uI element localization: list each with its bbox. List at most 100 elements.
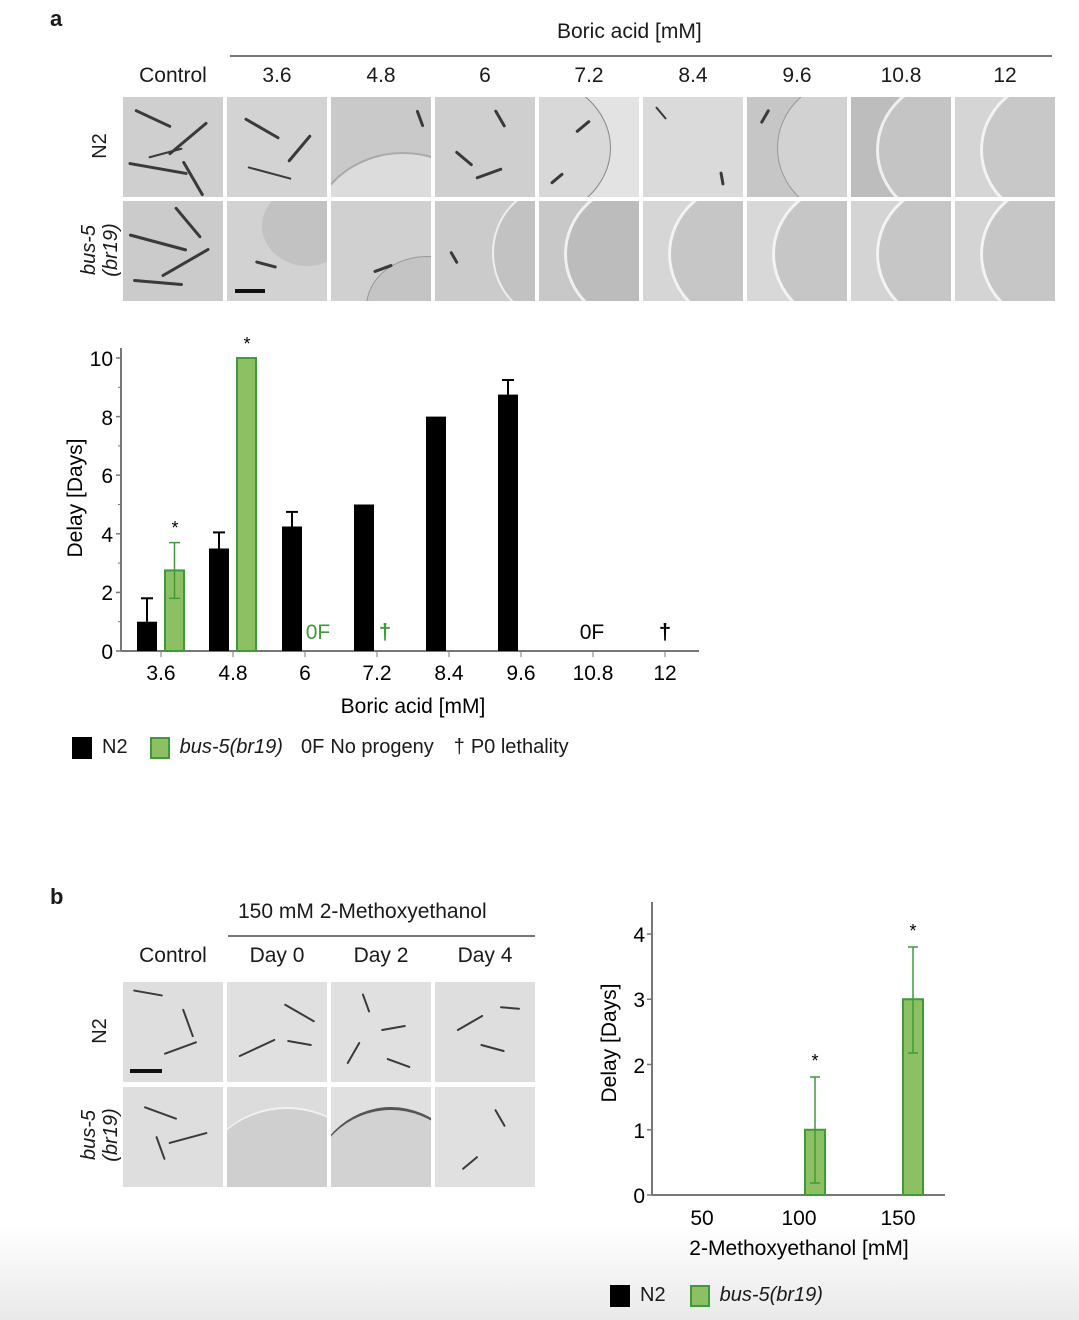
b-legend-label-bus5: bus-5(br19) [719, 1284, 823, 1306]
micrograph-n2-7.2 [539, 97, 639, 197]
micrograph-bus5-8.4 [643, 201, 743, 301]
b-x-tick-100: 100 [781, 1207, 816, 1230]
b-x-axis-label: 2-Methoxyethanol [mM] [689, 1237, 908, 1260]
b-legend-label-n2: N2 [640, 1284, 666, 1306]
b-micrograph-n2-day0 [227, 982, 327, 1082]
micrograph-bus5-7.2 [539, 201, 639, 301]
col-label-7.2: 7.2 [574, 64, 604, 87]
col-label-6: 6 [479, 64, 491, 87]
legend-dagger-text: P0 lethality [470, 736, 569, 758]
micrograph-bus5-9.6 [747, 201, 847, 301]
bar-bus5-4.8 [236, 357, 257, 652]
y-axis: 0 2 4 6 8 10 Delay [Days] [64, 348, 122, 664]
x-tick-6: 6 [299, 662, 311, 685]
b-col-label-control: Control [139, 944, 207, 967]
b-scale-bar [130, 1069, 162, 1073]
annotations: * * 0F † 0F † [171, 334, 671, 644]
legend-of-symbol: 0F [300, 736, 325, 758]
b-y-tick-1: 1 [633, 1120, 645, 1143]
b-micrograph-bus5-day2 [331, 1087, 431, 1187]
b-row-label-bus5-line1: bus-5 [78, 1109, 100, 1161]
lethality-marker-bus5-7.2: † [379, 619, 391, 644]
col-label-10.8: 10.8 [880, 64, 922, 87]
micrograph-bus5-6 [435, 201, 535, 301]
b-y-tick-3: 3 [633, 989, 645, 1012]
panel-b-header: 150 mM 2-Methoxyethanol [238, 900, 487, 923]
col-label-3.6: 3.6 [262, 64, 292, 87]
b-legend-swatch-n2 [610, 1284, 630, 1307]
x-axis-label: Boric acid [mM] [341, 695, 486, 718]
methoxyethanol-delay-chart: 0 1 2 3 4 Delay [Days] 50 100 150 2-Meth… [598, 902, 945, 1260]
col-label-9.6: 9.6 [782, 64, 812, 87]
row-label-bus5-line1: bus-5 [78, 224, 100, 276]
micrograph-bus5-3.6 [227, 201, 327, 301]
legend-swatch-n2 [72, 736, 92, 759]
micrograph-n2-control [123, 97, 223, 197]
y-tick-0: 0 [101, 641, 113, 664]
no-progeny-marker-n2-10.8: 0F [580, 621, 605, 644]
micrograph-n2-6 [435, 97, 535, 197]
legend-dagger-symbol: † [453, 736, 465, 758]
no-progeny-marker-bus5-6: 0F [306, 621, 331, 644]
b-micrograph-n2-control [123, 982, 223, 1082]
x-tick-3.6: 3.6 [146, 662, 175, 685]
micrograph-bus5-12 [955, 201, 1055, 301]
micrograph-n2-8.4 [643, 97, 743, 197]
bar-n2-9.6 [498, 394, 518, 651]
legend-of-text: No progeny [330, 736, 434, 758]
y-axis-label: Delay [Days] [64, 438, 87, 557]
legend-label-bus5: bus-5(br19) [179, 736, 283, 758]
row-label-n2: N2 [89, 96, 111, 196]
row-label-bus5-line2: (br19) [100, 223, 122, 277]
b-row-label-n2: N2 [89, 981, 111, 1081]
panel-b-legend: N2 bus-5(br19) [610, 1284, 823, 1307]
lethality-marker-n2-12: † [659, 619, 671, 644]
b-col-label-day0: Day 0 [249, 944, 305, 967]
col-label-12: 12 [993, 64, 1017, 87]
x-tick-7.2: 7.2 [362, 662, 391, 685]
b-x-tick-150: 150 [880, 1207, 915, 1230]
significance-asterisk-3.6: * [171, 518, 178, 538]
micrograph-n2-4.8 [331, 97, 431, 197]
header-rule [230, 55, 1052, 57]
b-significance-asterisk-150: * [909, 921, 916, 941]
x-tick-8.4: 8.4 [434, 662, 464, 685]
b-x-tick-50: 50 [690, 1207, 713, 1230]
micrograph-n2-10.8 [851, 97, 951, 197]
b-micrograph-n2-day2 [331, 982, 431, 1082]
series-n2-bars [137, 379, 518, 651]
x-tick-9.6: 9.6 [506, 662, 535, 685]
bar-n2-3.6 [137, 621, 157, 651]
b-annotations: * * [811, 921, 916, 1071]
b-micrograph-bus5-day0 [227, 1087, 327, 1187]
scale-bar [235, 289, 265, 293]
y-tick-10: 10 [90, 348, 113, 371]
panel-b-letter: b [50, 884, 64, 909]
bar-n2-6 [282, 526, 302, 651]
b-y-tick-4: 4 [633, 924, 645, 947]
x-axis: 3.6 4.8 6 7.2 8.4 9.6 10.8 12 Boric acid… [121, 650, 699, 718]
b-row-label-n2-text: N2 [89, 1018, 111, 1044]
b-y-axis-label: Delay [Days] [598, 983, 621, 1102]
b-micrograph-n2-day4 [435, 982, 535, 1082]
b-col-label-day2: Day 2 [353, 944, 409, 967]
b-micrograph-bus5-control [123, 1087, 223, 1187]
panel-a-header: Boric acid [mM] [557, 20, 702, 43]
b-significance-asterisk-100: * [811, 1051, 818, 1071]
b-series-bus5-bars [804, 946, 924, 1196]
bar-n2-7.2 [354, 504, 374, 651]
b-row-label-bus5-line2: (br19) [100, 1108, 122, 1162]
micrograph-n2-9.6 [747, 97, 847, 197]
x-tick-4.8: 4.8 [218, 662, 247, 685]
b-x-axis: 50 100 150 2-Methoxyethanol [mM] [652, 1194, 945, 1260]
b-micrograph-bus5-day4 [435, 1087, 535, 1187]
x-tick-12: 12 [653, 662, 676, 685]
micrograph-bus5-4.8 [331, 201, 431, 301]
bar-n2-4.8 [209, 548, 229, 651]
panel-b-header-rule [228, 935, 535, 937]
col-label-8.4: 8.4 [678, 64, 708, 87]
b-col-label-day4: Day 4 [457, 944, 513, 967]
y-tick-2: 2 [101, 582, 113, 605]
col-label-4.8: 4.8 [366, 64, 396, 87]
boric-acid-delay-chart: 0 2 4 6 8 10 Delay [Days] 3.6 4.8 6 7.2 … [64, 334, 699, 718]
